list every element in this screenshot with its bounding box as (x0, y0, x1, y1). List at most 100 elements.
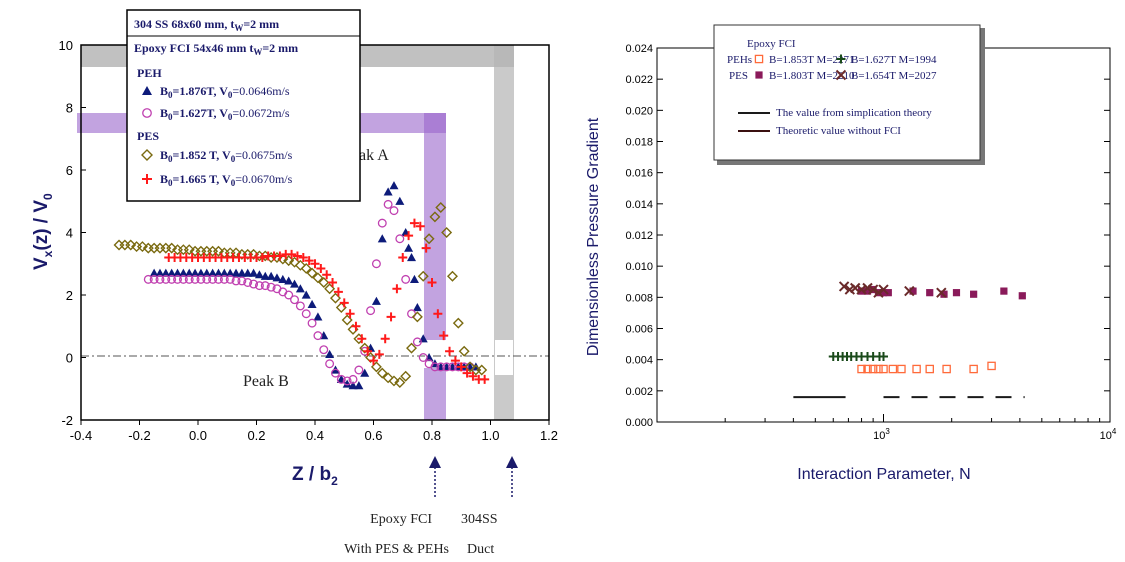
left-point-diamond (446, 270, 458, 282)
left-point-plus (398, 253, 408, 262)
left-y-tick-label: 2 (66, 288, 73, 303)
right-point-filled-square (926, 289, 934, 297)
left-point-plus (310, 259, 320, 269)
left-point-circle (354, 365, 364, 375)
left-point-plus (298, 253, 308, 262)
left-point-diamond (306, 267, 318, 279)
left-x-tick-label: -0.2 (128, 428, 150, 443)
left-point-circle (371, 259, 381, 269)
left-point-triangle (190, 268, 200, 277)
annotation-with-pes-pehs: With PES & PEHs (344, 542, 449, 557)
right-point-open-square (897, 364, 906, 374)
left-point-triangle (196, 268, 206, 277)
legend-marker-plus (142, 174, 152, 184)
left-point-plus (392, 284, 402, 294)
right-y-tick-label: 0.012 (625, 230, 653, 242)
legend-group-pes: PES (137, 129, 159, 143)
left-point-triangle (149, 268, 159, 277)
right-point-filled-square (884, 289, 892, 297)
right-point-open-square (888, 364, 898, 374)
arrow-epoxy-fci (429, 456, 441, 497)
right-x-tick-label: 103 (873, 427, 890, 442)
right-x-ticks: 103 104 (724, 414, 1117, 442)
legend-marker-triangle (142, 86, 152, 95)
right-y-tick-label: 0.020 (625, 105, 653, 117)
left-point-diamond (312, 272, 324, 284)
left-point-circle (383, 199, 393, 209)
left-point-triangle (219, 268, 229, 277)
left-point-plus (304, 256, 314, 266)
right-point-x (878, 284, 889, 295)
left-point-plus (257, 253, 267, 262)
legend-entry-label: B0=1.665 T, V0=0.0670m/s (160, 172, 293, 188)
left-point-circle (342, 376, 352, 386)
left-point-circle (237, 276, 247, 286)
left-point-diamond (113, 239, 125, 251)
legend-line-dashed-label: Theoretic value without FCI (776, 125, 901, 137)
left-y-tick-label: 6 (66, 163, 73, 178)
left-point-diamond (452, 317, 464, 329)
left-point-diamond (365, 352, 377, 363)
left-point-diamond (324, 283, 336, 295)
right-point-open-square (987, 361, 996, 371)
left-point-circle (325, 359, 335, 369)
left-y-tick-label: 8 (66, 101, 73, 116)
left-point-diamond (406, 342, 418, 354)
left-data-marks (113, 181, 490, 390)
left-point-diamond (400, 370, 412, 382)
left-point-diamond (429, 211, 441, 223)
right-point-filled-square (863, 287, 872, 295)
left-point-circle (173, 274, 182, 284)
annotation-duct: Duct (467, 542, 494, 557)
right-point-open-square (874, 364, 883, 374)
left-point-diamond (183, 244, 195, 256)
left-point-diamond (177, 244, 189, 256)
left-point-circle (319, 345, 329, 355)
left-point-circle (348, 374, 358, 384)
left-point-plus (456, 362, 466, 372)
left-point-diamond (411, 311, 423, 323)
right-x-axis-label: Interaction Parameter, N (797, 466, 970, 483)
left-x-tick-label: 1.0 (481, 428, 499, 443)
right-point-open-square (925, 364, 934, 374)
left-point-triangle (184, 268, 194, 277)
annotation-epoxy-fci: Epoxy FCI (370, 512, 432, 527)
left-point-plus (292, 251, 302, 261)
left-point-triangle (260, 271, 270, 280)
left-y-tick-label: 4 (66, 226, 73, 241)
left-legend-box (126, 9, 361, 202)
right-point-filled-square (1000, 287, 1008, 295)
left-point-diamond (370, 361, 382, 373)
left-x-tick-label: 0.0 (189, 428, 207, 443)
right-chart: 103 104 0.0000.0020.0040.0060.0080.0100.0… (585, 24, 1117, 483)
left-point-circle (266, 282, 276, 292)
right-legend-entry-label: B=1.654T M=2027 (851, 70, 937, 82)
right-point-x (873, 287, 884, 298)
right-point-open-square (942, 364, 951, 374)
left-point-circle (295, 301, 305, 311)
left-point-circle (143, 274, 153, 284)
left-point-triangle (301, 290, 311, 299)
left-x-ticks: -0.4 -0.2 0.0 0.2 0.4 0.6 0.8 1.0 1.2 (70, 420, 558, 443)
left-point-plus (421, 243, 431, 253)
left-x-tick-label: 0.4 (306, 428, 324, 443)
left-point-plus (450, 356, 460, 366)
right-legend-entry-label: B=1.803T M=2210 (769, 70, 855, 82)
left-point-triangle (395, 196, 405, 205)
right-point-filled-square (1018, 292, 1026, 300)
right-y-tick-label: 0.016 (625, 168, 653, 180)
left-point-diamond (119, 239, 131, 251)
left-point-plus (287, 249, 297, 259)
right-legend-marker-plus (836, 54, 846, 64)
right-point-x (936, 287, 947, 298)
left-point-diamond (376, 367, 388, 379)
left-point-circle (389, 206, 399, 216)
left-point-circle (442, 362, 452, 372)
left-point-plus (374, 349, 384, 359)
purple-band-vertical-low (424, 368, 446, 420)
right-y-tick-label: 0.008 (625, 292, 653, 304)
left-point-circle (254, 281, 264, 291)
left-point-circle (161, 274, 171, 284)
